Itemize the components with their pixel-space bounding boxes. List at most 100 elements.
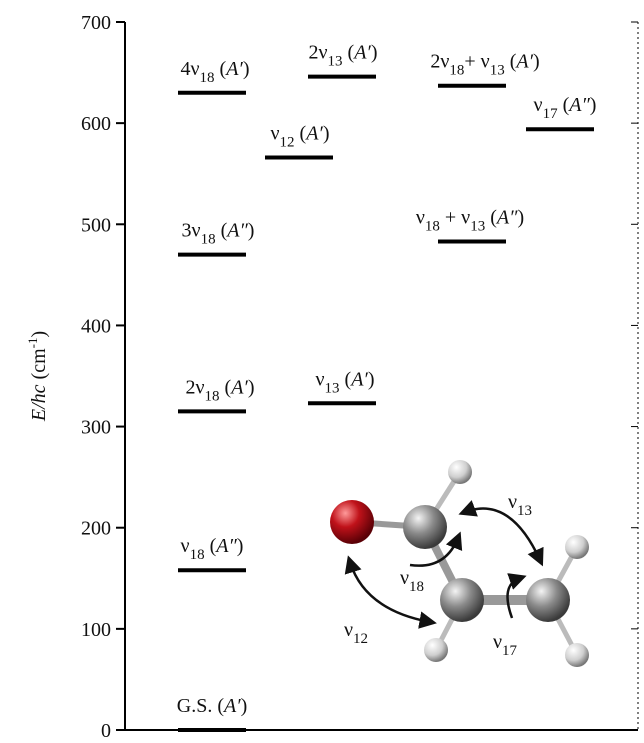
level-label: 2ν18 (A′) — [186, 376, 255, 404]
label-part: 18 — [409, 579, 424, 595]
atom — [565, 643, 589, 667]
label-part: 13 — [328, 54, 343, 70]
label-part: 4ν — [181, 58, 200, 80]
label-part: (cm — [28, 348, 50, 385]
label-part: ν — [416, 206, 425, 228]
label-part: ( — [340, 368, 352, 390]
atom — [565, 535, 589, 559]
level-label: ν18 + ν13 (A″) — [416, 206, 524, 234]
label-part: 18 — [205, 388, 220, 404]
label-part: ν — [508, 491, 517, 513]
label-part: 18 — [190, 547, 205, 563]
label-part: ) — [517, 206, 524, 228]
level-label: ν18 (A″) — [181, 535, 244, 563]
molecule — [330, 460, 589, 667]
annotation: ν12 — [344, 619, 368, 647]
label-part: 17 — [502, 643, 518, 659]
label-part: ) — [248, 220, 255, 242]
atom — [526, 578, 570, 622]
label-part: -1 — [25, 338, 40, 349]
atom — [448, 460, 472, 484]
level-label: 3ν18 (A″) — [182, 220, 255, 248]
label-part: ) — [371, 42, 378, 64]
level-label: ν13 (A′) — [316, 368, 375, 396]
annotation: ν13 — [508, 491, 532, 519]
label-part: A″ — [567, 94, 590, 116]
label-part: A′ — [352, 42, 371, 64]
label-part: A″ — [495, 206, 518, 228]
label-part: ( — [205, 535, 217, 557]
label-part: 18 — [425, 218, 440, 234]
label-part: E/hc — [28, 384, 50, 422]
label-part: ) — [241, 695, 248, 717]
y-tick-label: 400 — [81, 315, 111, 337]
label-part: ) — [533, 51, 540, 73]
label-part: 18 — [201, 232, 216, 248]
atom — [424, 638, 448, 662]
y-tick-label: 100 — [81, 619, 111, 641]
label-part: A″ — [225, 220, 248, 242]
label-part: ν — [181, 535, 190, 557]
label-part: ν — [271, 123, 280, 145]
label-part: A′ — [304, 123, 323, 145]
label-part: ( — [215, 58, 227, 80]
atom — [330, 500, 374, 544]
label-part: ( — [558, 94, 570, 116]
label-part: ν — [316, 368, 325, 390]
label-part: A″ — [214, 535, 237, 557]
label-part: A′ — [349, 368, 368, 390]
label-part: 2ν — [186, 376, 205, 398]
label-part: ( — [343, 42, 355, 64]
label-part: ) — [248, 376, 255, 398]
annotation: ν18 — [400, 567, 424, 595]
chart: 0100200300400500600700E/hc (cm-1)G.S. (A… — [0, 0, 644, 738]
level-label: 2ν18+ ν13 (A′) — [430, 51, 539, 79]
label-part: + ν — [464, 51, 489, 73]
label-part: A′ — [229, 376, 248, 398]
label-part: ) — [28, 331, 50, 338]
level-label: 2ν13 (A′) — [309, 42, 378, 70]
label-part: G.S. ( — [177, 695, 225, 717]
label-part: ν — [400, 567, 409, 589]
label-part: 13 — [490, 63, 505, 79]
label-part: ν — [344, 619, 353, 641]
label-part: ) — [237, 535, 244, 557]
label-part: A′ — [222, 695, 241, 717]
label-part: 3ν — [182, 220, 201, 242]
label-part: 17 — [543, 106, 559, 122]
y-tick-label: 0 — [101, 720, 111, 738]
atom — [440, 578, 484, 622]
label-part: ) — [243, 58, 250, 80]
label-part: ( — [485, 206, 497, 228]
annotation: ν17 — [493, 631, 518, 659]
y-tick-label: 700 — [81, 12, 111, 34]
label-part: 2ν — [309, 42, 328, 64]
y-tick-label: 500 — [81, 214, 111, 236]
atom — [403, 505, 447, 549]
label-part: ) — [368, 368, 375, 390]
label-part: 12 — [280, 135, 295, 151]
label-part: 18 — [200, 70, 215, 86]
label-part: 2ν — [430, 51, 449, 73]
label-part: ) — [323, 123, 330, 145]
label-part: ) — [590, 94, 597, 116]
label-part: A′ — [514, 51, 533, 73]
label-part: A′ — [224, 58, 243, 80]
label-part: + ν — [440, 206, 470, 228]
label-part: 13 — [517, 503, 532, 519]
label-part: ν — [493, 631, 502, 653]
label-part: 18 — [449, 63, 464, 79]
y-tick-label: 300 — [81, 417, 111, 439]
label-part: 13 — [325, 380, 340, 396]
label-part: ( — [505, 51, 517, 73]
label-part: ν — [534, 94, 543, 116]
level-label: 4ν18 (A′) — [181, 58, 250, 86]
y-axis-label: E/hc (cm-1) — [25, 331, 50, 422]
label-part: ( — [295, 123, 307, 145]
label-part: 13 — [470, 218, 485, 234]
label-part: ( — [220, 376, 232, 398]
y-tick-label: 600 — [81, 113, 111, 135]
label-part: 12 — [353, 631, 368, 647]
level-label: ν17 (A″) — [534, 94, 597, 122]
label-part: ( — [216, 220, 228, 242]
